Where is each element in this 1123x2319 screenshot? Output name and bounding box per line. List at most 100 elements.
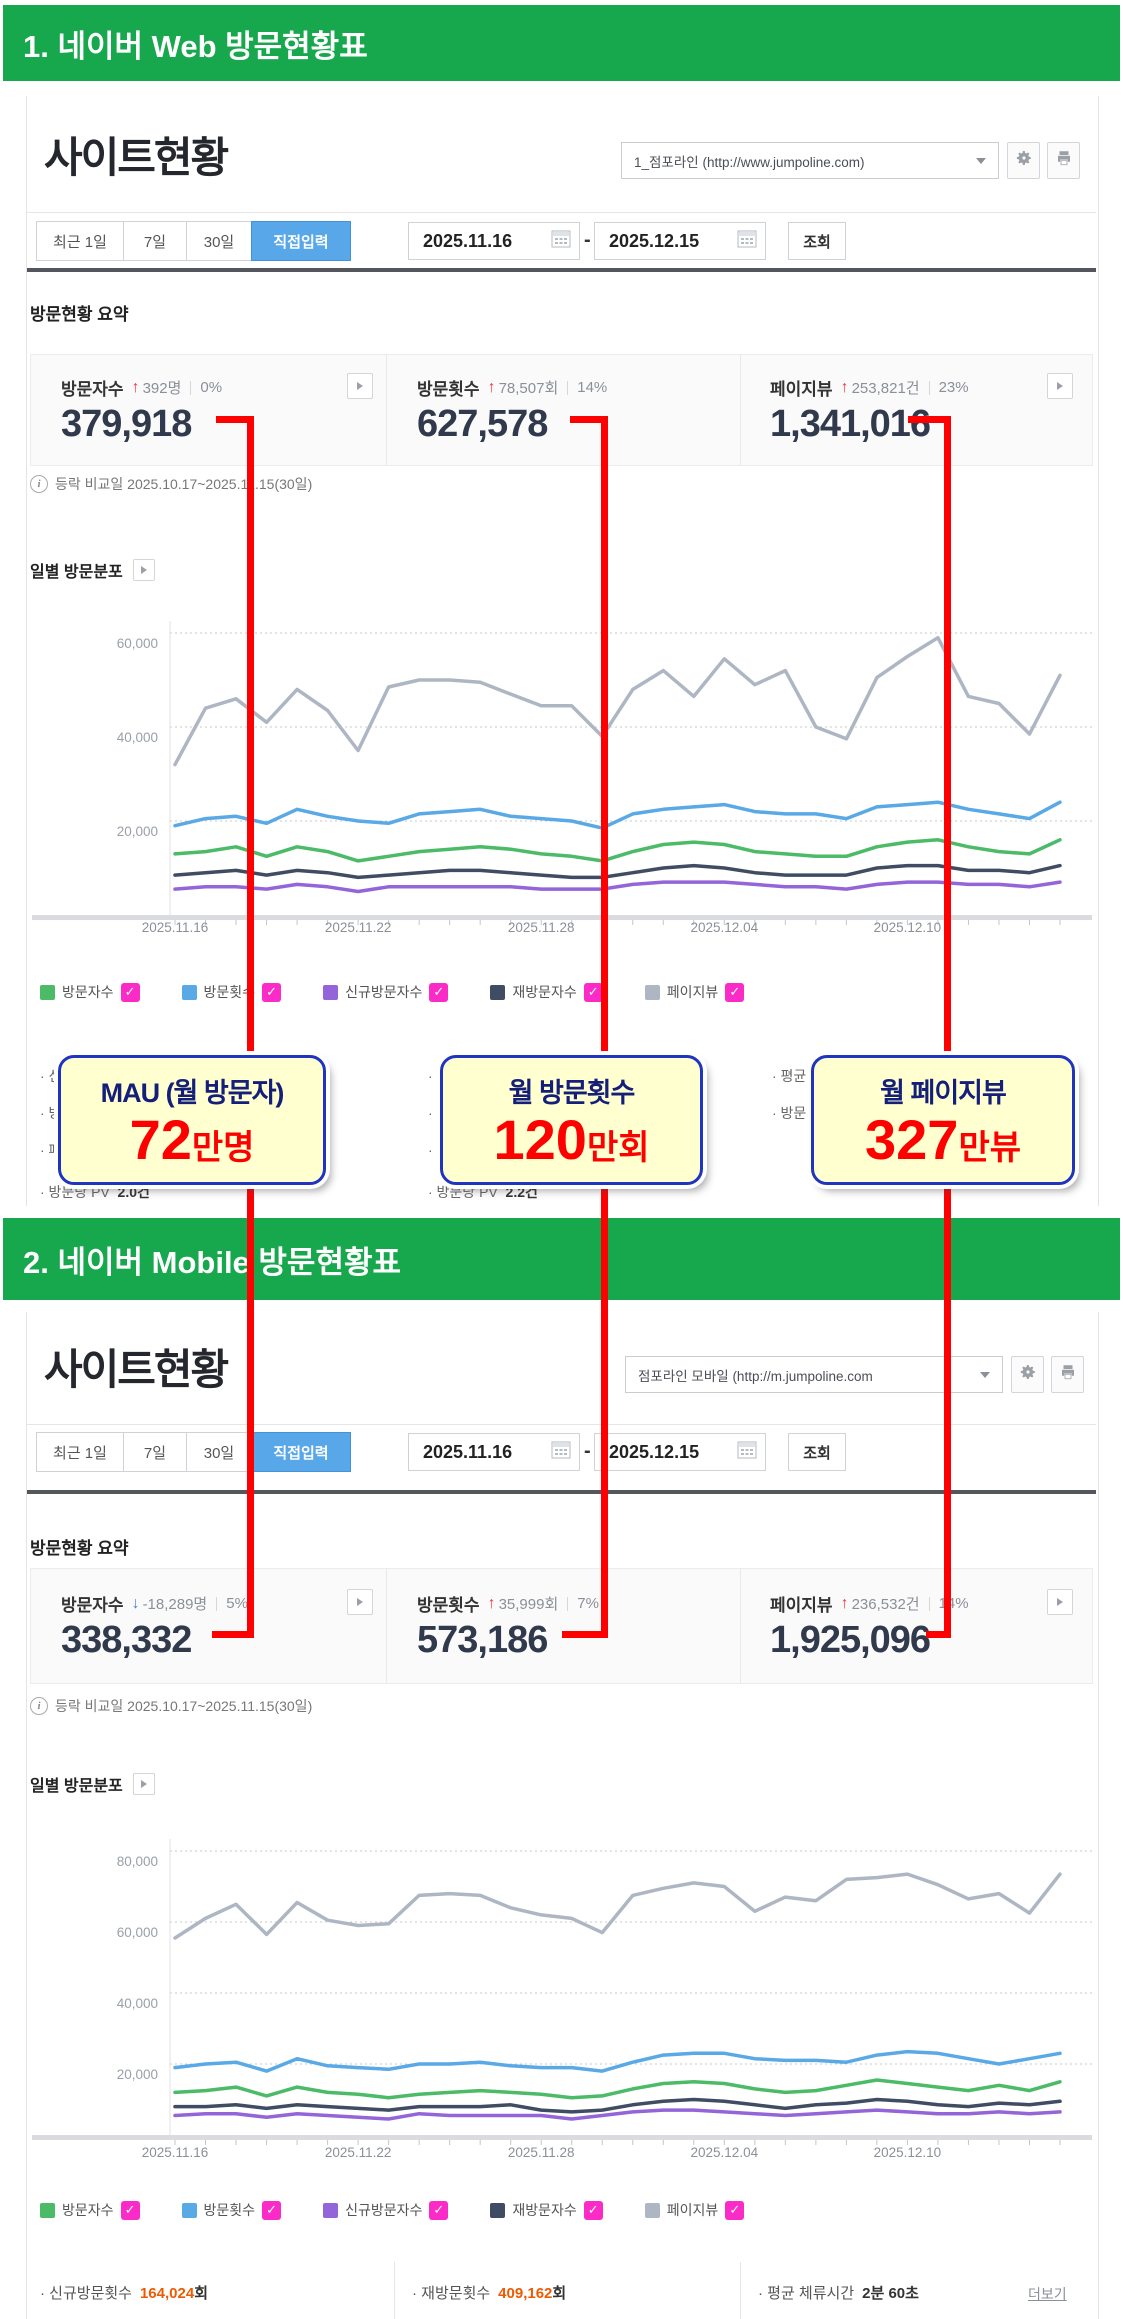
legend-checkbox[interactable]: ✓ <box>262 2200 282 2220</box>
print-button[interactable] <box>1047 142 1080 179</box>
legend-swatch <box>40 984 55 1000</box>
metric-value: 338,332 <box>61 1619 192 1661</box>
search-button[interactable]: 조회 <box>788 222 846 260</box>
metric-visitors: 방문자수 ↑ 392명 0% 379,918 <box>31 355 386 465</box>
range-button-30day[interactable]: 30일 <box>186 221 252 261</box>
web-section-banner: 1. 네이버 Web 방문현황표 <box>3 5 1120 81</box>
legend-swatch <box>644 984 660 1000</box>
chart-expand-button[interactable] <box>132 1773 155 1795</box>
svg-text:40,000: 40,000 <box>117 1996 158 2011</box>
date-from-value: 2025.11.16 <box>423 230 513 251</box>
section-web: 1. 네이버 Web 방문현황표 사이트현황 1_점포라인 (http://ww… <box>3 5 1120 1206</box>
section-mobile: 2. 네이버 Mobile 방문현황표 사이트현황 점포라인 모바일 (http… <box>0 1212 1123 2319</box>
calendar-icon[interactable] <box>737 1441 757 1464</box>
range-button-7day[interactable]: 7일 <box>123 1432 187 1472</box>
stat-avg-duration: · 평균 체류시간 2분 60초 <box>758 2282 919 2303</box>
settings-button[interactable] <box>1007 142 1040 179</box>
legend-item: 방문횟수 ✓ <box>181 2200 282 2220</box>
legend-checkbox[interactable]: ✓ <box>583 982 603 1002</box>
metric-expand-button[interactable] <box>1047 1589 1073 1615</box>
metric-pct: 14% <box>577 379 608 396</box>
search-button[interactable]: 조회 <box>788 1433 846 1471</box>
date-from-input[interactable]: 2025.11.16 <box>408 222 580 260</box>
legend-label: 재방문자수 <box>512 2202 577 2218</box>
callout-unit: 만명 <box>191 1129 255 1167</box>
printer-icon <box>1059 1363 1077 1386</box>
legend-swatch <box>181 2202 197 2218</box>
legend-item: 재방문자수 ✓ <box>490 2200 603 2220</box>
metric-pct: 5% <box>226 1595 248 1612</box>
range-button-1day[interactable]: 최근 1일 <box>36 1432 124 1472</box>
svg-text:80,000: 80,000 <box>117 1854 158 1869</box>
calendar-icon[interactable] <box>737 230 757 253</box>
more-link[interactable]: 더보기 <box>1028 2286 1067 2302</box>
daily-visits-chart-mobile: 80,000 60,000 40,000 20,000 2025.11.16 2025.1… <box>32 1839 1093 2160</box>
metric-visitors: 방문자수 ↓ -18,289명 5% 338,332 <box>31 1569 386 1683</box>
callout-unit: 만뷰 <box>958 1129 1021 1167</box>
metric-pct: 23% <box>938 379 969 396</box>
legend-checkbox[interactable]: ✓ <box>262 982 282 1002</box>
legend-checkbox[interactable]: ✓ <box>583 2200 603 2220</box>
divider-dark <box>27 268 1096 272</box>
svg-text:2025.12.10: 2025.12.10 <box>874 920 942 935</box>
svg-text:40,000: 40,000 <box>117 730 158 745</box>
legend-label: 페이지뷰 <box>666 2202 719 2218</box>
legend-checkbox[interactable]: ✓ <box>429 2200 449 2220</box>
legend-checkbox[interactable]: ✓ <box>429 982 449 1002</box>
svg-text:2025.12.04: 2025.12.04 <box>691 920 759 935</box>
metric-expand-button[interactable] <box>347 373 373 399</box>
metric-label: 페이지뷰 <box>770 1596 833 1615</box>
legend-checkbox[interactable]: ✓ <box>120 2200 140 2220</box>
metric-delta: 236,532건 <box>851 1596 920 1613</box>
legend-item: 재방문자수 ✓ <box>490 982 603 1002</box>
calendar-icon[interactable] <box>551 230 571 253</box>
triangle-right-icon <box>140 1780 147 1788</box>
date-to-value: 2025.12.15 <box>609 230 700 251</box>
metric-expand-button[interactable] <box>1047 373 1073 399</box>
callout-unit: 만회 <box>586 1129 650 1167</box>
legend-checkbox[interactable]: ✓ <box>725 2200 745 2220</box>
callout-monthly-visits: 월 방문횟수 120 만회 <box>440 1055 703 1185</box>
date-separator: - <box>584 1440 591 1462</box>
legend-swatch <box>490 984 506 1000</box>
print-button[interactable] <box>1051 1356 1084 1393</box>
legend-swatch <box>40 2202 55 2218</box>
delta-up-arrow: ↑ <box>840 1594 849 1612</box>
legend-checkbox[interactable]: ✓ <box>725 982 745 1002</box>
callout-mau: MAU (월 방문자) 72 만명 <box>58 1055 326 1185</box>
chart-legend: 방문자수 ✓ 방문횟수 ✓ 신규방문자수 ✓ 재방문자수 ✓ 페이지뷰 ✓ <box>40 982 745 1002</box>
site-select-dropdown[interactable]: 점포라인 모바일 (http://m.jumpoline.com <box>625 1356 1003 1393</box>
date-to-input[interactable]: 2025.12.15 <box>594 1433 766 1471</box>
calendar-icon[interactable] <box>551 1441 571 1464</box>
legend-item: 방문횟수 ✓ <box>181 982 282 1002</box>
site-select-dropdown[interactable]: 1_점포라인 (http://www.jumpoline.com) <box>621 142 999 179</box>
gear-icon <box>1019 1363 1037 1386</box>
range-button-direct[interactable]: 직접입력 <box>251 221 351 261</box>
metric-value: 379,918 <box>61 403 192 445</box>
page-title: 사이트현황 <box>44 1346 229 1393</box>
settings-button[interactable] <box>1011 1356 1044 1393</box>
legend-item: 신규방문자수 ✓ <box>323 2200 449 2220</box>
range-button-30day[interactable]: 30일 <box>186 1432 252 1472</box>
date-from-input[interactable]: 2025.11.16 <box>408 1433 580 1471</box>
date-to-input[interactable]: 2025.12.15 <box>594 222 766 260</box>
site-select-value: 1_점포라인 (http://www.jumpoline.com) <box>634 154 865 170</box>
legend-swatch <box>323 984 339 1000</box>
stat-fragment: · 평균 <box>772 1068 807 1084</box>
range-button-1day[interactable]: 최근 1일 <box>36 221 124 261</box>
chart-legend: 방문자수 ✓ 방문횟수 ✓ 신규방문자수 ✓ 재방문자수 ✓ 페이지뷰 ✓ <box>40 2200 745 2220</box>
legend-checkbox[interactable]: ✓ <box>120 982 140 1002</box>
svg-text:2025.11.22: 2025.11.22 <box>325 920 392 935</box>
chart-expand-button[interactable] <box>132 559 155 581</box>
callout-title: MAU (월 방문자) <box>100 1078 285 1108</box>
metric-delta: 35,999회 <box>498 1596 559 1613</box>
chevron-down-icon <box>976 157 986 164</box>
legend-item: 신규방문자수 ✓ <box>323 982 449 1002</box>
legend-item: 페이지뷰 ✓ <box>644 2200 745 2220</box>
metric-value: 573,186 <box>417 1619 548 1661</box>
chart-title: 일별 방문분포 <box>30 558 155 582</box>
range-button-7day[interactable]: 7일 <box>123 221 187 261</box>
range-button-direct[interactable]: 직접입력 <box>251 1432 351 1472</box>
metric-expand-button[interactable] <box>347 1589 373 1615</box>
stat-revisits: · 재방문횟수 409,162 회 <box>412 2285 567 2302</box>
